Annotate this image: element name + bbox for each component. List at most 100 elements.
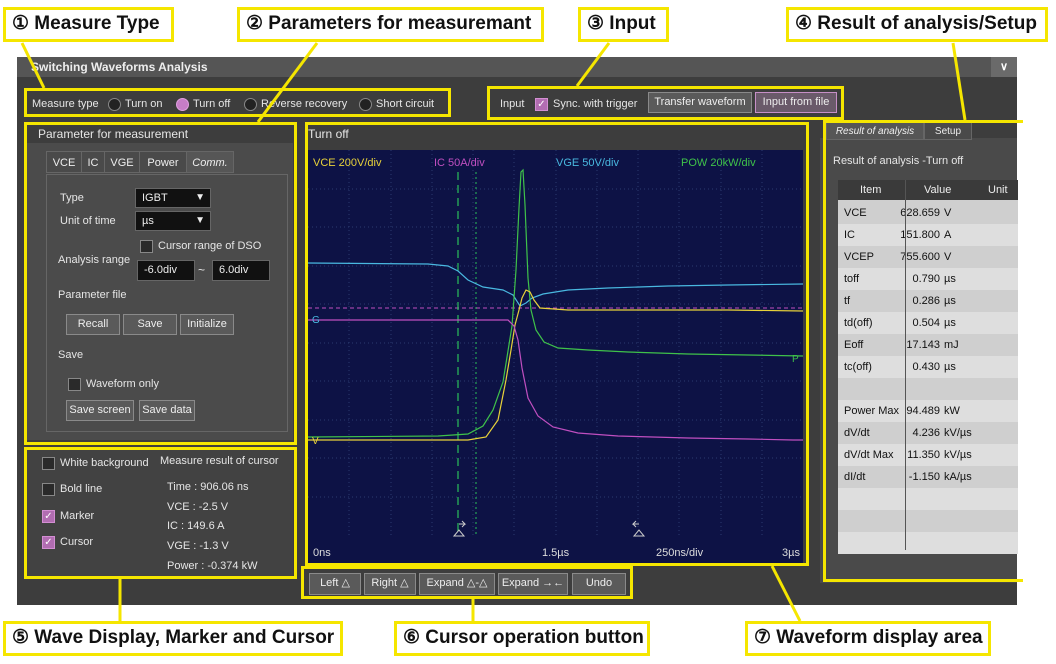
frame-waveform bbox=[305, 122, 809, 566]
ch-vce-label: VCE 200V/div bbox=[313, 157, 382, 169]
column-divider bbox=[905, 180, 906, 550]
results-header: Item Value Unit bbox=[838, 180, 1018, 200]
result-item: VCE bbox=[844, 207, 867, 219]
save-data-button[interactable]: Save data bbox=[139, 400, 195, 421]
header-value: Value bbox=[924, 184, 952, 196]
result-unit: V bbox=[944, 251, 952, 263]
result-value: 0.790 bbox=[912, 273, 940, 285]
bold-line-checkbox[interactable]: Bold line bbox=[42, 482, 102, 496]
result-value: 0.430 bbox=[912, 361, 940, 373]
waveform-display[interactable]: VCE 200V/div IC 50A/div VGE 50V/div POW … bbox=[307, 150, 804, 563]
ch-ic-label: IC 50A/div bbox=[434, 157, 485, 169]
annotation-cursor-buttons: ⑥ Cursor operation button bbox=[394, 621, 650, 656]
white-background-checkbox[interactable]: White background bbox=[42, 456, 149, 470]
result-unit: µs bbox=[944, 361, 956, 373]
result-value: 628.659 bbox=[900, 207, 940, 219]
check-icon: ✓ bbox=[42, 509, 55, 523]
cursor-time: Time : 906.06 ns bbox=[167, 481, 249, 493]
result-row: Power Max 94.489 kW bbox=[838, 400, 1018, 422]
checkbox-icon bbox=[140, 239, 153, 253]
checkbox-icon bbox=[42, 456, 55, 470]
result-item: dV/dt bbox=[844, 427, 870, 439]
initialize-button[interactable]: Initialize bbox=[180, 314, 234, 335]
type-label: Type bbox=[60, 192, 84, 204]
expand-inward-button[interactable]: Expand →← bbox=[498, 573, 568, 595]
check-icon: ✓ bbox=[535, 97, 548, 111]
range-to-input[interactable]: 6.0div bbox=[212, 260, 270, 281]
checkbox-icon bbox=[68, 377, 81, 391]
result-value: 0.286 bbox=[912, 295, 940, 307]
result-item: VCEP bbox=[844, 251, 874, 263]
result-row: IC 151.800 A bbox=[838, 224, 1018, 246]
waveform-plot: VCE 200V/div IC 50A/div VGE 50V/div POW … bbox=[307, 150, 804, 559]
vge-marker-g: G bbox=[312, 315, 320, 326]
chevron-down-icon[interactable]: ∨ bbox=[991, 57, 1017, 77]
result-value: 0.504 bbox=[912, 317, 940, 329]
ch-vge-label: VGE 50V/div bbox=[556, 157, 619, 169]
parameter-file-label: Parameter file bbox=[58, 289, 127, 301]
range-from-input[interactable]: -6.0div bbox=[137, 260, 195, 281]
cursor-right-button[interactable]: Right △ bbox=[364, 573, 416, 595]
tab-comm[interactable]: Comm. bbox=[186, 151, 234, 173]
waveform-only-checkbox[interactable]: Waveform only bbox=[68, 377, 159, 391]
vce-marker-v: V bbox=[312, 436, 319, 447]
x-scale-label: 250ns/div bbox=[656, 547, 704, 559]
cursor-label: Cursor bbox=[60, 536, 94, 548]
ch-pow-label: POW 20kW/div bbox=[681, 157, 756, 169]
result-unit: A bbox=[944, 229, 952, 241]
cursor-range-checkbox[interactable]: Cursor range of DSO bbox=[140, 239, 261, 253]
undo-button[interactable]: Undo bbox=[572, 573, 626, 595]
x-end-label: 3µs bbox=[782, 547, 800, 559]
input-from-file-button[interactable]: Input from file bbox=[755, 92, 837, 113]
expand-between-cursors-button[interactable]: Expand △-△ bbox=[419, 573, 495, 595]
cursor-ic: IC : 149.6 A bbox=[167, 520, 225, 532]
pow-marker-p: P bbox=[792, 354, 799, 365]
radio-reverse-recovery[interactable]: Reverse recovery bbox=[244, 95, 347, 113]
cursor-marker-right bbox=[631, 520, 646, 537]
radio-label: Turn off bbox=[193, 98, 231, 110]
result-item: dV/dt Max bbox=[844, 449, 894, 461]
tab-vce[interactable]: VCE bbox=[46, 151, 82, 173]
radio-turn-on[interactable]: Turn on bbox=[108, 95, 163, 113]
frame-input bbox=[487, 86, 844, 120]
result-row: dI/dt -1.150 kA/µs bbox=[838, 466, 1018, 488]
frame-results bbox=[823, 120, 1023, 582]
annotation-input: ③ Input bbox=[578, 7, 669, 42]
annotation-wave-display: ⑤ Wave Display, Marker and Cursor bbox=[3, 621, 343, 656]
pow-trace bbox=[307, 168, 804, 438]
radio-label: Reverse recovery bbox=[261, 98, 348, 110]
check-icon: ✓ bbox=[42, 535, 55, 549]
save-button[interactable]: Save bbox=[123, 314, 177, 335]
param-tabs: VCE IC VGE Power Comm. bbox=[46, 151, 246, 174]
save-screen-button[interactable]: Save screen bbox=[66, 400, 134, 421]
result-item: tc(off) bbox=[844, 361, 872, 373]
cursor-checkbox[interactable]: ✓ Cursor bbox=[42, 535, 93, 549]
result-unit: µs bbox=[944, 295, 956, 307]
radio-turn-off[interactable]: Turn off bbox=[176, 95, 230, 113]
radio-short-circuit[interactable]: Short circuit bbox=[359, 95, 434, 113]
cursor-left-button[interactable]: Left △ bbox=[309, 573, 361, 595]
dropdown-arrow-icon: ▼ bbox=[195, 215, 205, 226]
tab-vge[interactable]: VGE bbox=[104, 151, 140, 173]
checkbox-icon bbox=[42, 482, 55, 496]
x-mid-label: 1.5µs bbox=[542, 547, 570, 559]
frame-parameters bbox=[24, 122, 297, 445]
result-row: tf 0.286 µs bbox=[838, 290, 1018, 312]
header-item: Item bbox=[860, 184, 882, 196]
type-select[interactable]: IGBT ▼ bbox=[135, 188, 211, 208]
result-unit: kV/µs bbox=[944, 449, 972, 461]
marker-label: Marker bbox=[60, 510, 95, 522]
unit-of-time-select[interactable]: µs ▼ bbox=[135, 211, 211, 231]
grid bbox=[308, 150, 803, 535]
sync-trigger-checkbox[interactable]: ✓ Sync. with trigger bbox=[535, 95, 637, 113]
input-label: Input bbox=[500, 98, 525, 110]
result-value: 755.600 bbox=[900, 251, 940, 263]
radio-icon bbox=[108, 97, 121, 111]
annotation-result-setup: ④ Result of analysis/Setup bbox=[786, 7, 1048, 42]
save-section-label: Save bbox=[58, 349, 84, 361]
result-value: 151.800 bbox=[900, 229, 940, 241]
recall-button[interactable]: Recall bbox=[66, 314, 120, 335]
marker-checkbox[interactable]: ✓ Marker bbox=[42, 509, 94, 523]
transfer-waveform-button[interactable]: Transfer waveform bbox=[648, 92, 752, 113]
